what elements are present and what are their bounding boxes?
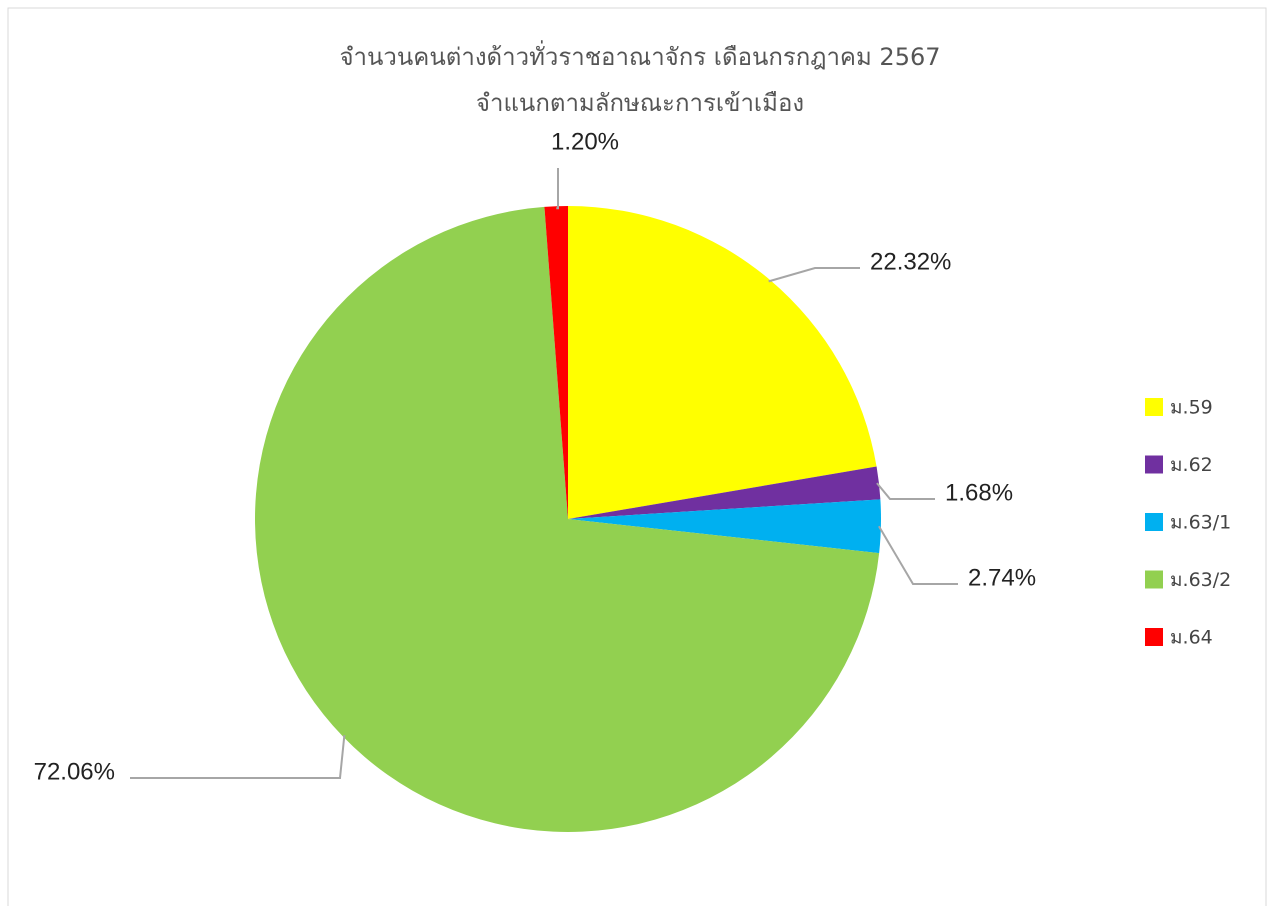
pie-slice [568, 466, 881, 519]
leader-line [556, 168, 559, 210]
legend-label: ม.63/2 [1170, 569, 1231, 591]
chart-title: จำนวนคนต่างด้าวทั่วราชอาณาจักร เดือนกรกฎ… [339, 40, 940, 71]
leader-line [878, 525, 958, 585]
data-label: 1.20% [551, 128, 619, 155]
legend-label: ม.62 [1170, 454, 1213, 476]
leader-line [130, 735, 346, 779]
legend-label: ม.59 [1170, 397, 1213, 419]
data-label: 22.32% [870, 248, 951, 275]
legend-swatch [1145, 570, 1163, 589]
data-label: 72.06% [34, 758, 115, 785]
legend-swatch [1145, 398, 1163, 416]
pie-slice [544, 206, 568, 519]
pie-slice [568, 499, 882, 554]
leader-line [876, 482, 935, 500]
legend-label: ม.63/1 [1170, 512, 1231, 534]
legend-swatch [1145, 628, 1163, 646]
pie-slice [568, 206, 877, 519]
data-label: 1.68% [945, 479, 1013, 506]
legend-swatch [1145, 455, 1163, 474]
chart-subtitle: จำแนกตามลักษณะการเข้าเมือง [476, 89, 804, 117]
pie-slice [254, 206, 880, 832]
leader-line [768, 267, 860, 283]
legend-swatch [1145, 513, 1163, 531]
legend-label: ม.64 [1170, 627, 1213, 649]
data-label: 2.74% [968, 564, 1036, 591]
